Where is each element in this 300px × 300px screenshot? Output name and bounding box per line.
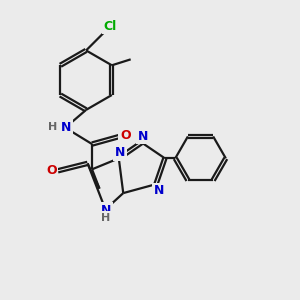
Text: N: N: [115, 146, 125, 160]
Text: N: N: [138, 130, 148, 142]
Text: N: N: [154, 184, 164, 197]
Text: H: H: [101, 213, 110, 223]
Text: Cl: Cl: [104, 20, 117, 33]
Text: O: O: [46, 164, 57, 177]
Text: N: N: [101, 203, 111, 217]
Text: N: N: [61, 121, 71, 134]
Text: H: H: [48, 122, 57, 132]
Text: O: O: [120, 129, 130, 142]
